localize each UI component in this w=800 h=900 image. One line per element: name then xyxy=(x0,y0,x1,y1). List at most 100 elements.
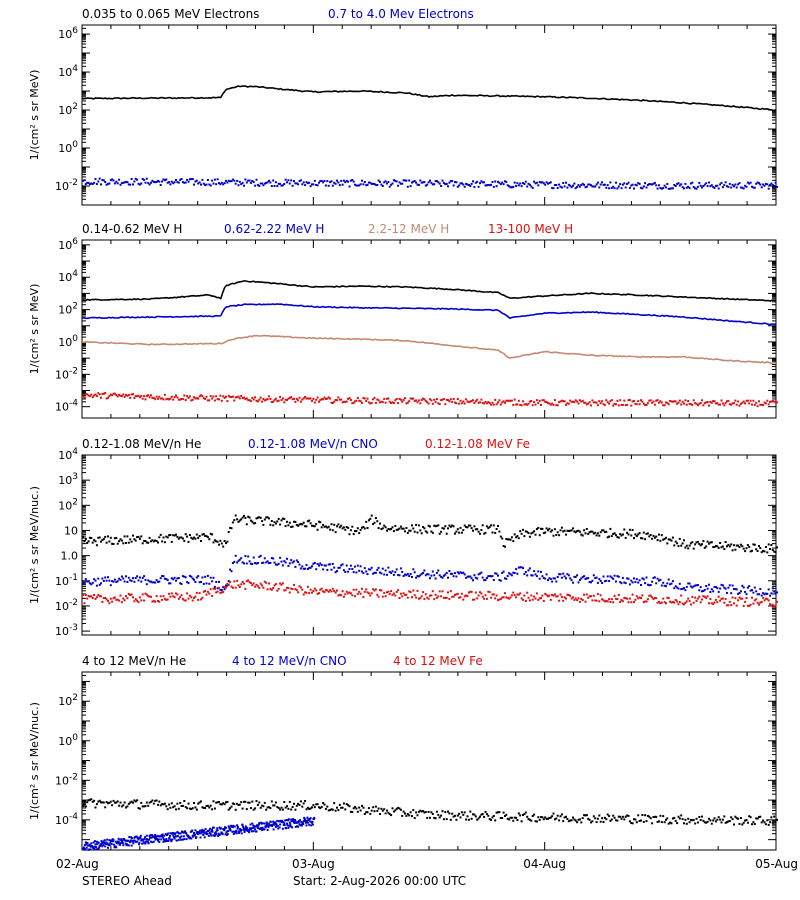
data-point xyxy=(116,800,119,803)
data-point xyxy=(527,596,530,599)
data-point xyxy=(216,178,219,181)
data-point xyxy=(422,571,425,574)
data-point xyxy=(635,578,638,581)
data-point xyxy=(140,580,143,583)
data-point xyxy=(318,806,320,809)
data-point xyxy=(738,592,741,594)
data-point xyxy=(734,815,737,818)
data-point xyxy=(324,564,327,567)
data-point xyxy=(122,577,125,580)
data-point xyxy=(356,184,359,187)
data-point xyxy=(596,817,599,820)
data-point xyxy=(592,815,595,818)
data-point xyxy=(115,581,118,583)
data-point xyxy=(506,575,509,577)
data-point xyxy=(242,825,245,828)
data-point xyxy=(327,396,330,399)
data-point xyxy=(708,602,710,605)
data-point xyxy=(683,402,685,405)
data-point xyxy=(86,842,89,845)
data-point xyxy=(613,816,616,819)
data-point xyxy=(101,842,103,845)
data-point xyxy=(670,601,673,604)
data-point xyxy=(746,586,749,589)
data-point xyxy=(115,801,118,804)
data-point xyxy=(422,397,425,400)
data-point xyxy=(283,183,286,185)
data-point xyxy=(348,397,351,399)
data-point xyxy=(504,545,506,548)
data-point xyxy=(183,181,186,184)
data-point xyxy=(184,399,187,401)
data-point xyxy=(133,397,136,400)
data-point xyxy=(169,834,171,837)
data-point xyxy=(651,537,654,540)
data-point xyxy=(479,572,481,575)
data-point xyxy=(338,593,341,596)
data-point xyxy=(286,557,288,560)
data-point xyxy=(520,566,523,569)
data-point xyxy=(673,587,676,590)
data-point xyxy=(336,570,338,573)
data-point xyxy=(82,395,84,398)
data-point xyxy=(161,180,164,183)
data-point xyxy=(547,817,549,820)
data-point xyxy=(671,817,674,820)
data-point xyxy=(231,586,234,589)
data-point xyxy=(308,181,311,184)
data-point xyxy=(241,181,244,184)
data-point xyxy=(163,597,166,600)
data-point xyxy=(513,533,516,536)
data-point xyxy=(101,845,104,848)
data-point xyxy=(356,527,359,530)
data-point xyxy=(144,805,147,808)
data-point xyxy=(605,818,608,821)
data-point xyxy=(170,577,173,580)
data-point xyxy=(152,802,155,805)
data-point xyxy=(415,399,418,402)
data-point xyxy=(717,546,720,549)
data-point xyxy=(394,524,397,527)
data-point xyxy=(447,527,449,530)
data-point xyxy=(652,576,655,579)
data-point xyxy=(312,183,315,186)
data-point xyxy=(129,183,132,186)
data-point xyxy=(696,821,699,824)
data-point xyxy=(279,582,282,585)
data-point xyxy=(268,806,270,809)
data-point xyxy=(573,182,576,185)
data-point xyxy=(302,397,305,400)
data-point xyxy=(211,179,214,182)
data-point xyxy=(165,535,168,538)
data-point xyxy=(508,399,511,402)
y-tick-label: 10-1 xyxy=(55,573,78,588)
data-point xyxy=(685,544,688,547)
data-point xyxy=(272,557,275,560)
data-point xyxy=(669,821,672,824)
data-point xyxy=(735,186,738,189)
data-point xyxy=(733,402,735,405)
data-point xyxy=(329,397,332,400)
data-point xyxy=(641,537,644,540)
data-point xyxy=(372,523,375,526)
data-point xyxy=(626,577,629,580)
data-point xyxy=(366,183,369,186)
data-point xyxy=(714,598,717,601)
data-point xyxy=(369,812,372,815)
data-point xyxy=(367,519,370,522)
data-point xyxy=(444,811,447,814)
data-point xyxy=(91,581,94,584)
data-point xyxy=(770,816,773,819)
data-point xyxy=(509,596,512,599)
data-point xyxy=(542,182,545,185)
data-point xyxy=(692,819,695,821)
data-point xyxy=(336,399,338,402)
data-point xyxy=(476,577,479,580)
data-point xyxy=(624,404,627,407)
y-axis-label: 1/(cm² s sr MeV) xyxy=(28,284,41,375)
data-point xyxy=(214,831,217,834)
data-point xyxy=(764,592,767,595)
data-point xyxy=(383,524,386,527)
data-point xyxy=(660,534,663,537)
data-point xyxy=(132,577,134,580)
